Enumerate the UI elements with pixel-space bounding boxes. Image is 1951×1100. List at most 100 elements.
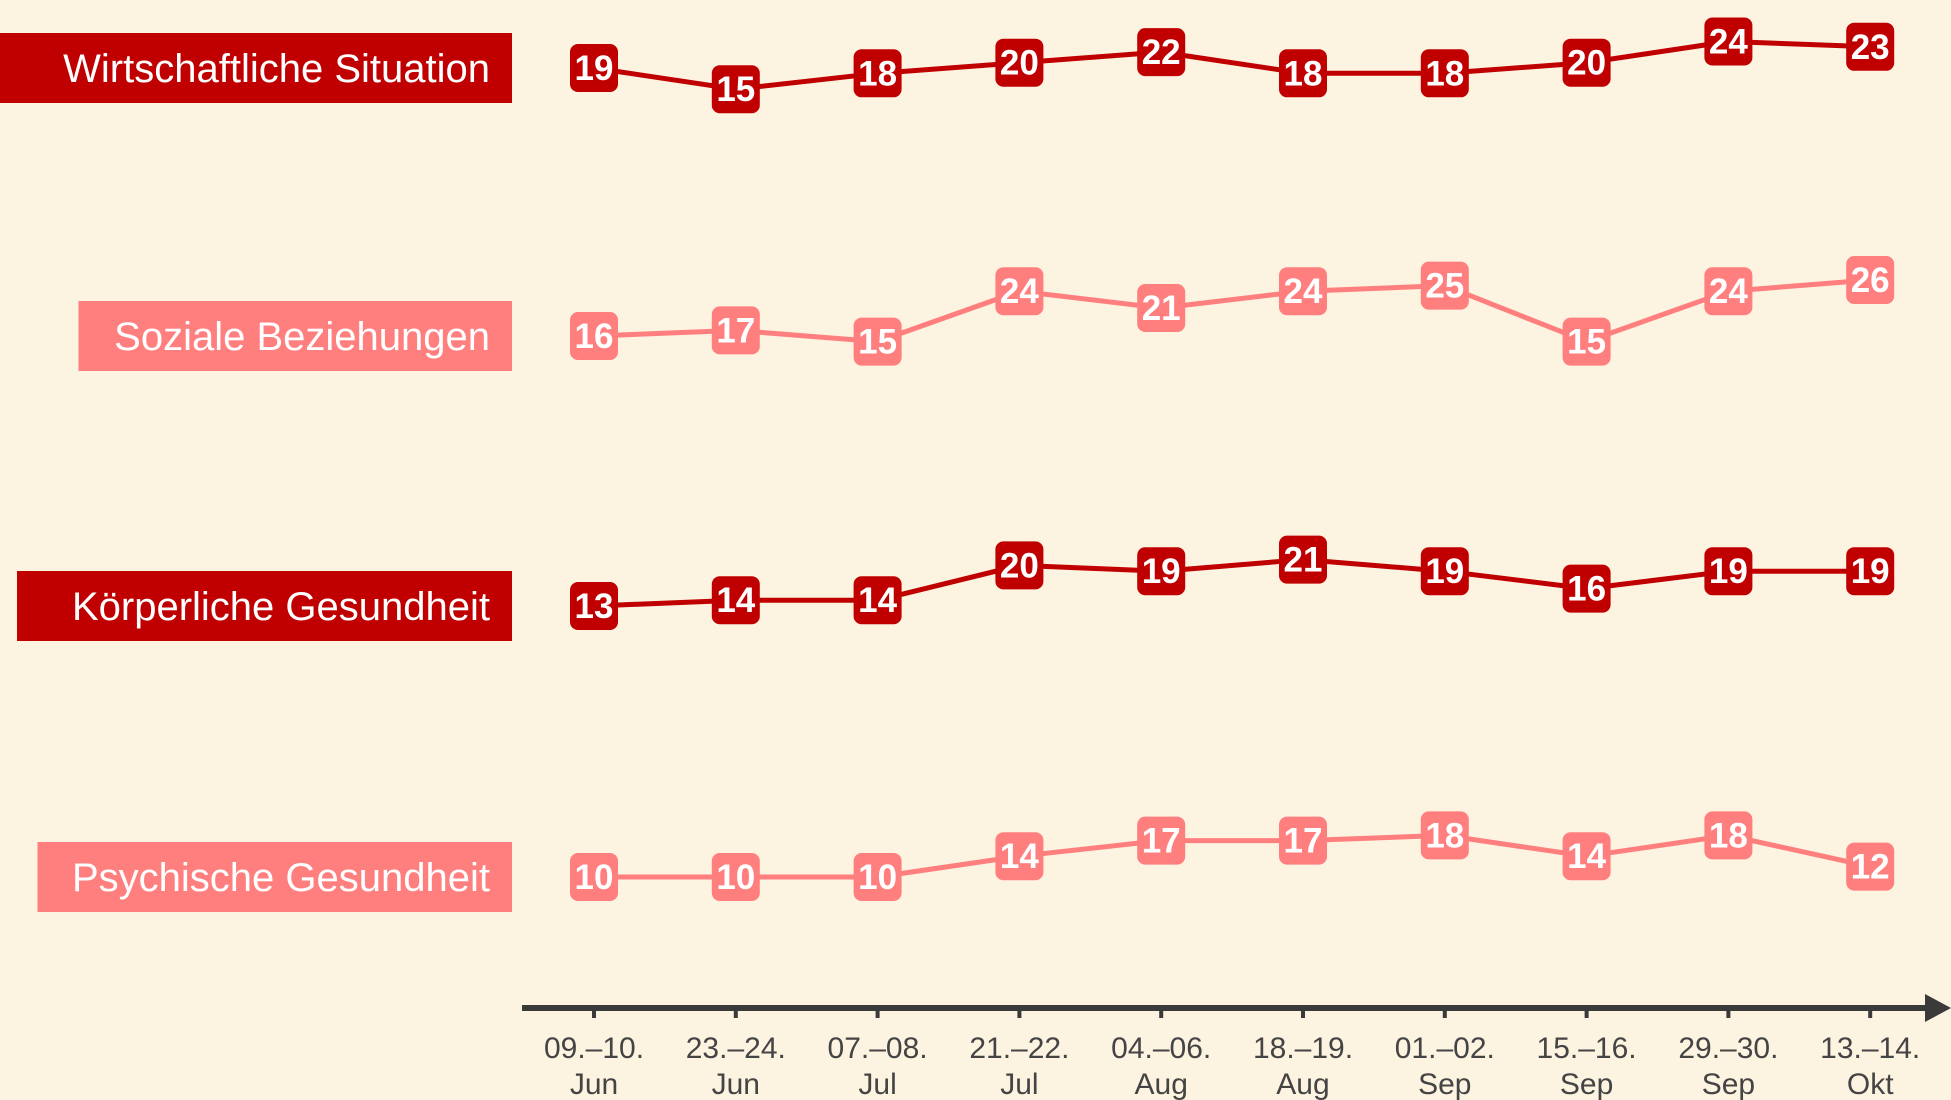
x-tick: 07.–08.Jul [828,1006,928,1100]
data-label: 19 [575,49,614,88]
series-line [593,39,1871,92]
data-point: 14 [853,576,902,625]
data-label: 14 [716,581,755,620]
x-axis: 09.–10.Jun23.–24.Jun07.–08.Jul21.–22.Jul… [522,994,1951,1100]
data-point-box [1420,261,1469,310]
data-label: 24 [1000,272,1039,311]
data-point-box [1846,547,1895,596]
data-point-box [1846,256,1895,304]
series-label: Soziale Beziehungen [114,315,490,359]
data-label: 10 [716,858,755,897]
x-tick: 04.–06.Aug [1111,1006,1211,1100]
data-label: 16 [1567,570,1606,609]
data-point-box [1704,17,1753,66]
data-point: 21 [1279,535,1327,584]
data-label: 19 [1142,552,1181,591]
x-tick-label-month: Jun [570,1068,618,1100]
data-label: 13 [575,587,614,626]
series-label-box [37,842,512,912]
x-tick-label-days: 23.–24. [686,1032,786,1065]
data-point-box [1704,811,1753,860]
data-point: 24 [1704,267,1753,316]
data-point: 14 [1562,832,1611,881]
series-line [593,557,1871,609]
data-label: 20 [1567,44,1606,83]
data-point: 12 [1846,842,1895,891]
x-tick-label-days: 15.–16. [1537,1032,1637,1065]
data-label: 19 [1425,552,1464,591]
data-point-box [1704,547,1753,596]
data-label: 17 [1284,822,1323,861]
series-label: Psychische Gesundheit [72,856,490,900]
data-point-box [1562,832,1611,881]
data-point-box [1137,816,1186,865]
series-line [594,832,1871,880]
data-point: 19 [570,44,618,92]
x-tick: 13.–14.Okt [1820,1006,1920,1100]
x-tick-label-month: Sep [1702,1068,1755,1100]
data-point: 26 [1846,256,1895,304]
data-point-box [995,267,1044,316]
data-label: 20 [1000,44,1039,83]
data-label: 18 [1284,54,1323,93]
data-point-box [1420,547,1469,596]
data-point-box [1562,38,1611,87]
data-label: 22 [1142,33,1181,72]
x-tick: 21.–22.Jul [969,1006,1069,1100]
x-tick: 09.–10.Jun [544,1006,644,1100]
data-point-box [1279,816,1327,865]
data-point: 16 [1562,564,1611,613]
series-0: Wirtschaftliche Situation 19 15 18 20 22 18 18 2… [0,17,1895,114]
data-point: 23 [1846,22,1895,71]
x-tick-label-days: 04.–06. [1111,1032,1211,1065]
x-tick-label-month: Okt [1847,1068,1894,1100]
data-point-box [1279,535,1327,584]
data-point: 17 [1137,816,1186,865]
data-label: 21 [1284,541,1323,580]
x-axis-arrow [1925,994,1951,1022]
data-label: 15 [858,323,897,362]
data-point-box [853,853,902,901]
data-point-box [1420,49,1469,98]
data-point-box [1137,547,1186,596]
data-label: 19 [1851,552,1890,591]
x-tick-label-days: 21.–22. [969,1032,1069,1065]
x-tick-label-month: Jun [712,1068,760,1100]
data-point: 15 [711,65,760,114]
data-label: 14 [1567,837,1606,876]
data-point: 10 [853,853,902,901]
series-label: Körperliche Gesundheit [72,585,490,629]
x-tick: 01.–02.Sep [1395,1006,1495,1100]
x-tick-label-days: 18.–19. [1253,1032,1353,1065]
data-point: 15 [853,317,902,366]
data-point-box [711,576,760,625]
data-point: 19 [1420,547,1469,596]
data-point-box [1279,267,1327,316]
x-tick-label-days: 01.–02. [1395,1032,1495,1065]
data-point-box [853,576,902,625]
data-point: 19 [1137,547,1186,596]
data-point: 18 [1420,811,1469,860]
data-point: 14 [995,832,1044,881]
data-label: 18 [1425,54,1464,93]
data-label: 18 [1709,816,1748,855]
data-point-box [995,38,1044,87]
data-point-box [1279,49,1327,98]
x-tick-label-month: Sep [1418,1068,1471,1100]
data-point-box [570,582,618,630]
data-label: 20 [1000,546,1039,585]
data-point: 17 [1279,816,1327,865]
x-tick: 29.–30.Sep [1678,1006,1778,1100]
data-point: 24 [1279,267,1327,316]
data-point: 19 [1846,547,1895,596]
x-tick-label-month: Jul [1000,1068,1038,1100]
data-point: 16 [570,312,618,360]
series-layer: Wirtschaftliche Situation 19 15 18 20 22 18 18 2… [0,17,1895,912]
data-point-box [711,65,760,114]
series-label: Wirtschaftliche Situation [63,47,490,91]
data-point-box [570,312,618,360]
data-point-box [570,853,618,901]
data-point-box [853,317,902,366]
series-label-box [78,301,512,371]
data-point: 17 [711,306,760,355]
